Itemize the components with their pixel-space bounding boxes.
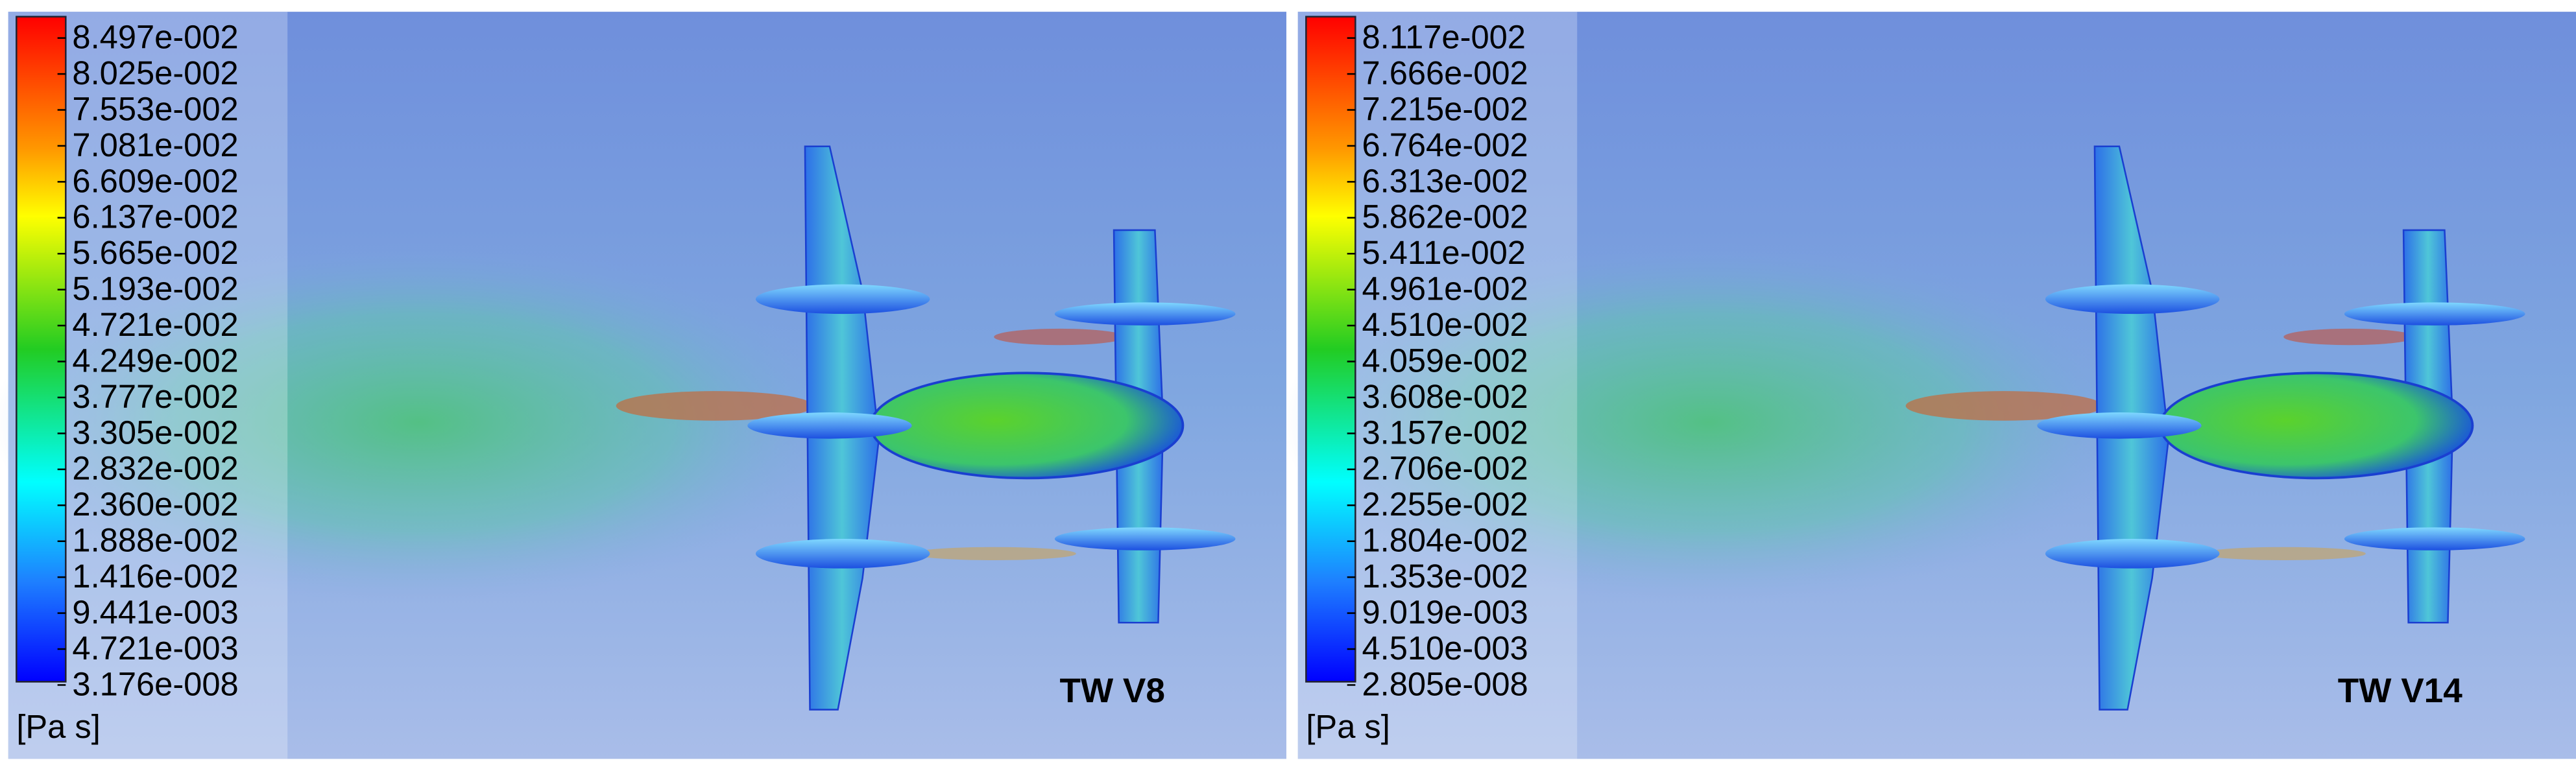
legend-label: 5.862e-002 [1362,198,1528,235]
legend-label: 3.305e-002 [72,414,238,451]
legend-label: 8.497e-002 [72,19,238,56]
viz-panel: 8.117e-0027.666e-0027.215e-0026.764e-002… [1280,10,2576,761]
legend-label: 6.313e-002 [1362,162,1528,199]
legend-label: 5.411e-002 [1362,234,1526,271]
legend-label: 5.665e-002 [72,234,238,271]
legend-label: 1.416e-002 [72,558,238,595]
legend-label: 4.961e-002 [1362,270,1528,307]
legend-unit: [Pa s] [16,708,100,745]
legend-label: 3.176e-008 [72,665,238,702]
legend-label: 7.215e-002 [1362,90,1528,127]
legend-label: 2.255e-002 [1362,486,1528,523]
color-bar [16,16,67,683]
legend-label: 1.353e-002 [1362,558,1528,595]
legend-label: 4.721e-002 [72,306,238,343]
legend-label: 9.019e-003 [1362,593,1528,630]
legend-unit: [Pa s] [1306,708,1390,745]
legend-label: 6.764e-002 [1362,126,1528,163]
legend-label: 1.804e-002 [1362,522,1528,559]
legend-label: 4.510e-003 [1362,630,1528,667]
legend-label: 3.157e-002 [1362,414,1528,451]
legend-label: 6.137e-002 [72,198,238,235]
legend-label: 5.193e-002 [72,270,238,307]
legend-label: 3.608e-002 [1362,378,1528,415]
legend-label: 4.059e-002 [1362,342,1528,379]
legend-label: 1.888e-002 [72,522,238,559]
legend-label: 8.025e-002 [72,54,238,91]
legend-label: 7.666e-002 [1362,54,1528,91]
legend-label: 4.249e-002 [72,342,238,379]
legend-label: 2.360e-002 [72,486,238,523]
legend-label: 2.805e-008 [1362,665,1528,702]
legend-label: 2.832e-002 [72,450,238,487]
viz-panel: 8.497e-0028.025e-0027.553e-0027.081e-002… [0,10,1288,761]
legend-label: 7.553e-002 [72,90,238,127]
color-bar [1305,16,1356,683]
case-label: TW V14 [2338,672,2462,710]
legend-label: 8.117e-002 [1362,19,1526,56]
legend-label: 7.081e-002 [72,126,238,163]
legend-label: 3.777e-002 [72,378,238,415]
legend-label: 6.609e-002 [72,162,238,199]
legend-label: 2.706e-002 [1362,450,1528,487]
legend-label: 4.510e-002 [1362,306,1528,343]
legend-label: 9.441e-003 [72,593,238,630]
legend-label: 4.721e-003 [72,630,238,667]
case-label: TW V8 [1059,672,1164,710]
